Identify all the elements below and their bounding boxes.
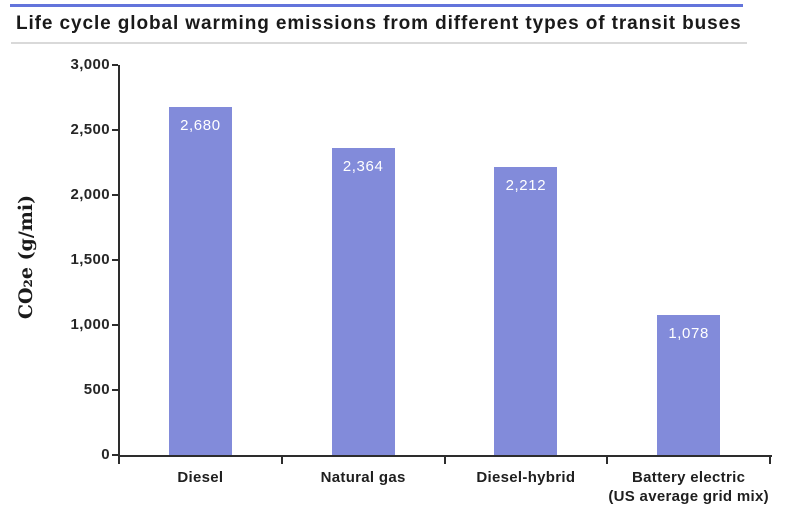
x-axis-category-label-line: Diesel-hybrid	[476, 469, 576, 486]
y-axis-tick	[112, 324, 118, 326]
x-axis-category-label-line: Battery electric	[632, 469, 746, 486]
y-axis-tick	[112, 454, 118, 456]
x-axis-category-label-line: (US average grid mix)	[608, 488, 769, 505]
x-axis-tick	[769, 455, 771, 464]
y-axis-tick-label: 500	[83, 381, 110, 398]
y-axis-tick	[112, 259, 118, 261]
y-axis-tick	[112, 389, 118, 391]
bar	[168, 106, 232, 455]
title-divider	[11, 42, 747, 44]
x-axis-tick	[118, 455, 120, 464]
y-axis-line	[118, 65, 120, 462]
bar-value-label: 2,212	[505, 177, 547, 195]
y-axis-tick	[112, 64, 118, 66]
y-axis-tick	[112, 129, 118, 131]
x-axis-tick	[606, 455, 609, 464]
x-axis-category-label: Diesel	[119, 468, 282, 487]
chart-title: Life cycle global warming emissions from…	[16, 13, 742, 34]
bar	[494, 167, 558, 455]
top-accent-line	[10, 4, 743, 7]
bar-value-label: 2,364	[342, 157, 384, 175]
bar-value-label: 1,078	[668, 324, 709, 342]
x-axis-category-label: Diesel-hybrid	[445, 468, 608, 487]
x-axis-tick	[443, 455, 446, 464]
y-axis-tick	[112, 194, 118, 196]
y-axis-tick-label: 0	[101, 446, 110, 463]
x-axis-category-label: Battery electric (US average grid mix)	[607, 468, 770, 506]
x-axis-category-label: Natural gas	[282, 468, 445, 487]
y-axis-tick-label: 1,000	[70, 316, 110, 333]
bar	[331, 147, 395, 455]
y-axis-tick-label: 2,500	[70, 121, 110, 138]
y-axis-tick-label: 2,000	[70, 186, 110, 203]
x-axis-category-label-line: Natural gas	[320, 469, 406, 486]
y-axis-tick-label: 3,000	[70, 56, 110, 73]
bar	[657, 314, 721, 455]
bar-value-label: 2,680	[180, 116, 221, 134]
y-axis-tick-label: 1,500	[70, 251, 110, 268]
x-axis-tick	[280, 455, 283, 464]
x-axis-category-label-line: Diesel	[177, 469, 224, 486]
